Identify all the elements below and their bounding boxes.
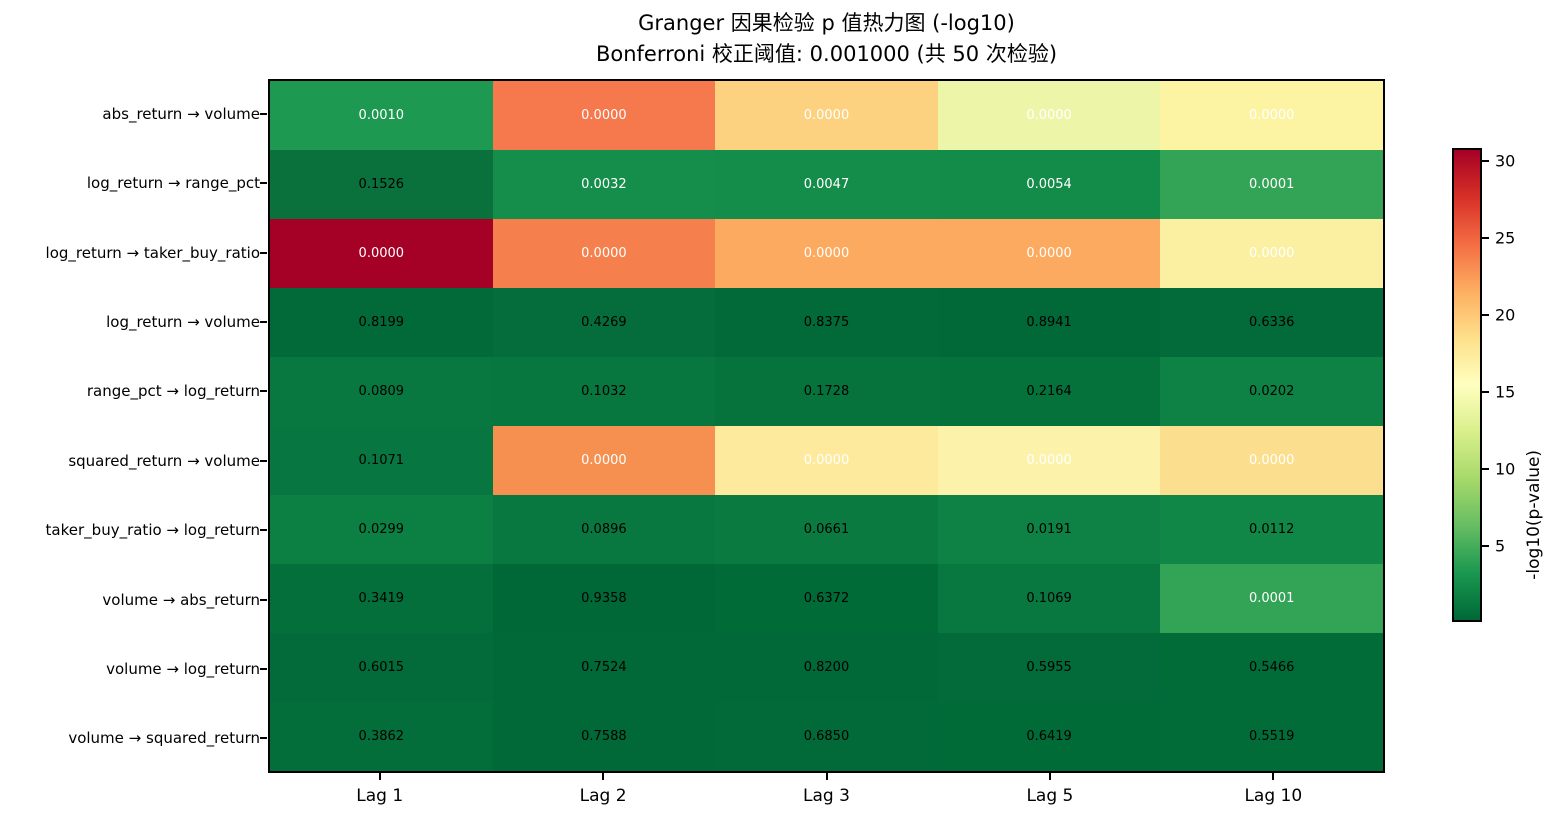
heatmap-cell: 0.0032 bbox=[492, 150, 716, 219]
x-axis-label: Lag 10 bbox=[1244, 786, 1303, 806]
heatmap-cell: 0.5955 bbox=[937, 633, 1161, 702]
heatmap-cell: 0.0000 bbox=[715, 426, 938, 495]
y-axis-label: volume → log_return bbox=[106, 659, 260, 678]
heatmap-cell: 0.1728 bbox=[715, 357, 938, 426]
heatmap-cell: 0.0000 bbox=[715, 81, 938, 150]
heatmap-cell: 0.8199 bbox=[270, 288, 493, 357]
heatmap-cell: 0.0809 bbox=[270, 357, 493, 426]
heatmap-cell: 0.0000 bbox=[492, 81, 716, 150]
heatmap-plot-area: 0.0010 0.0000 0.0000 0.0000 0.0000 0.1526 0.00… bbox=[268, 79, 1385, 773]
heatmap-cell: 0.6372 bbox=[715, 564, 938, 633]
y-axis-label: taker_buy_ratio → log_return bbox=[45, 521, 260, 540]
heatmap-cell: 0.1526 bbox=[270, 150, 493, 219]
heatmap-cell: 0.7588 bbox=[492, 702, 716, 771]
heatmap-cell: 0.0202 bbox=[1160, 357, 1383, 426]
colorbar-tick-mark bbox=[1482, 390, 1489, 393]
heatmap-cell: 0.6336 bbox=[1160, 288, 1383, 357]
heatmap-cell: 0.6015 bbox=[270, 633, 493, 702]
colorbar-tick-label: 20 bbox=[1495, 305, 1516, 325]
heatmap-cell: 0.7524 bbox=[492, 633, 716, 702]
heatmap-cell: 0.6850 bbox=[715, 702, 938, 771]
y-axis-label: log_return → range_pct bbox=[86, 174, 260, 193]
y-tick-mark bbox=[260, 390, 267, 393]
heatmap-cell: 0.0054 bbox=[937, 150, 1161, 219]
y-tick-mark bbox=[260, 320, 267, 323]
title-block: Granger 因果检验 p 值热力图 (-log10) Bonferroni … bbox=[268, 8, 1385, 70]
x-axis-label: Lag 5 bbox=[1026, 786, 1074, 806]
heatmap-cell: 0.0191 bbox=[937, 495, 1161, 564]
x-tick-mark bbox=[1272, 773, 1275, 780]
x-axis-label: Lag 2 bbox=[579, 786, 627, 806]
x-axis-label: Lag 1 bbox=[356, 786, 404, 806]
heatmap-cell: 0.8941 bbox=[937, 288, 1161, 357]
heatmap-cell: 0.8375 bbox=[715, 288, 938, 357]
heatmap-cell: 0.0000 bbox=[270, 219, 493, 288]
heatmap-cell: 0.0001 bbox=[1160, 150, 1383, 219]
y-tick-mark bbox=[260, 529, 267, 532]
heatmap-cell: 0.0299 bbox=[270, 495, 493, 564]
heatmap-cell: 0.3419 bbox=[270, 564, 493, 633]
heatmap-cell: 0.0000 bbox=[1160, 426, 1383, 495]
colorbar-tick-label: 25 bbox=[1495, 228, 1516, 248]
colorbar-tick-label: 5 bbox=[1495, 536, 1506, 555]
colorbar-tick-label: 30 bbox=[1495, 151, 1516, 171]
x-tick-mark bbox=[1048, 773, 1051, 780]
colorbar-label: -log10(p-value) bbox=[1524, 449, 1544, 580]
heatmap-cell: 0.6419 bbox=[937, 702, 1161, 771]
colorbar bbox=[1452, 148, 1482, 622]
heatmap-cell: 0.0896 bbox=[492, 495, 716, 564]
chart-title: Granger 因果检验 p 值热力图 (-log10) bbox=[638, 11, 1015, 35]
heatmap-cell: 0.1032 bbox=[492, 357, 716, 426]
chart-subtitle: Bonferroni 校正阈值: 0.001000 (共 50 次检验) bbox=[595, 42, 1058, 66]
heatmap-cell: 0.0000 bbox=[492, 219, 716, 288]
heatmap-cell: 0.0000 bbox=[937, 81, 1161, 150]
y-axis-label: squared_return → volume bbox=[68, 451, 260, 470]
heatmap-cell: 0.0112 bbox=[1160, 495, 1383, 564]
heatmap-cell: 0.0000 bbox=[937, 426, 1161, 495]
colorbar-tick-mark bbox=[1482, 544, 1489, 547]
colorbar-tick-label: 10 bbox=[1495, 459, 1516, 479]
heatmap-cell: 0.0000 bbox=[1160, 81, 1383, 150]
heatmap-cell: 0.1069 bbox=[937, 564, 1161, 633]
heatmap-cell: 0.9358 bbox=[492, 564, 716, 633]
y-tick-mark bbox=[260, 598, 267, 601]
heatmap-cell: 0.4269 bbox=[492, 288, 716, 357]
x-tick-mark bbox=[378, 773, 381, 780]
y-tick-mark bbox=[260, 459, 267, 462]
heatmap-cell: 0.2164 bbox=[937, 357, 1161, 426]
y-axis-label: log_return → volume bbox=[106, 312, 260, 331]
heatmap-cell: 0.5519 bbox=[1160, 702, 1383, 771]
x-axis-label: Lag 3 bbox=[803, 786, 850, 806]
heatmap-cell: 0.0000 bbox=[937, 219, 1161, 288]
y-tick-mark bbox=[260, 737, 267, 740]
heatmap-cell: 0.1071 bbox=[270, 426, 493, 495]
y-tick-mark bbox=[260, 112, 267, 115]
colorbar-tick-mark bbox=[1482, 313, 1489, 316]
y-tick-mark bbox=[260, 182, 267, 185]
heatmap-cell: 0.0661 bbox=[715, 495, 938, 564]
colorbar-tick-mark bbox=[1482, 236, 1489, 239]
heatmap-cell: 0.0047 bbox=[715, 150, 938, 219]
x-tick-mark bbox=[602, 773, 605, 780]
y-axis-label: abs_return → volume bbox=[102, 104, 260, 123]
heatmap-cell: 0.3862 bbox=[270, 702, 493, 771]
colorbar-tick-mark bbox=[1482, 467, 1489, 470]
y-axis-label: volume → squared_return bbox=[68, 729, 260, 748]
y-axis-label: log_return → taker_buy_ratio bbox=[45, 243, 260, 262]
x-tick-mark bbox=[825, 773, 828, 780]
heatmap-cell: 0.0000 bbox=[715, 219, 938, 288]
y-tick-mark bbox=[260, 251, 267, 254]
heatmap-cell: 0.0010 bbox=[270, 81, 493, 150]
y-axis-label: volume → abs_return bbox=[102, 590, 260, 609]
y-tick-mark bbox=[260, 667, 267, 670]
heatmap-cell: 0.0000 bbox=[492, 426, 716, 495]
heatmap-cell: 0.5466 bbox=[1160, 633, 1383, 702]
y-axis-label: range_pct → log_return bbox=[86, 382, 260, 401]
heatmap-cell: 0.0001 bbox=[1160, 564, 1383, 633]
colorbar-tick-label: 15 bbox=[1495, 382, 1516, 402]
colorbar-tick-mark bbox=[1482, 159, 1489, 162]
heatmap-cell: 0.0000 bbox=[1160, 219, 1383, 288]
heatmap-cell: 0.8200 bbox=[715, 633, 938, 702]
